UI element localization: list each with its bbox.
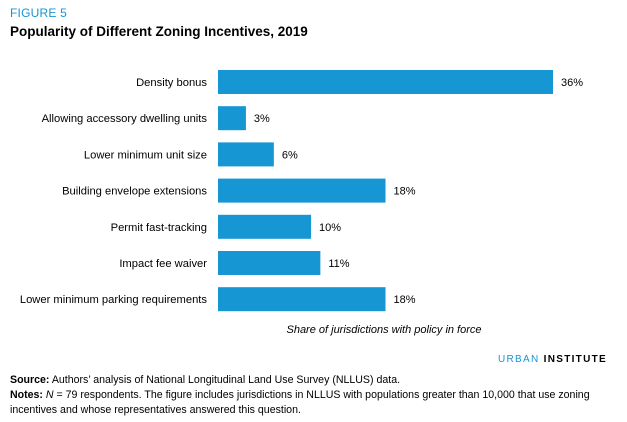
brand-part-1: URBAN (498, 354, 540, 365)
figure-label: FIGURE 5 (10, 6, 67, 20)
category-label: Impact fee waiver (119, 258, 207, 270)
x-axis-title: Share of jurisdictions with policy in fo… (286, 324, 481, 336)
bar (218, 178, 386, 203)
bar (218, 70, 553, 94)
notes-label: Notes: (10, 389, 43, 401)
notes-note: Notes: N = 79 respondents. The figure in… (10, 388, 615, 418)
value-label: 10% (319, 222, 341, 234)
bar (218, 214, 312, 239)
source-text: Authors’ analysis of National Longitudin… (51, 374, 401, 386)
bar (218, 287, 386, 312)
category-label: Building envelope extensions (62, 186, 207, 198)
category-label: Allowing accessory dwelling units (42, 113, 208, 125)
notes-text: = 79 respondents. The figure includes ju… (10, 389, 590, 416)
category-label: Permit fast-tracking (111, 222, 207, 234)
bar-chart: Density bonus 36% Allowing accessory dwell… (20, 70, 583, 336)
value-label: 6% (282, 149, 298, 161)
value-label: 11% (328, 258, 349, 270)
source-note: Source: Authors’ analysis of National Lo… (10, 373, 615, 388)
value-label: 18% (394, 294, 416, 306)
urban-institute-logo: URBAN INSTITUTE (498, 354, 607, 365)
category-label: Density bonus (136, 77, 207, 89)
bar (218, 142, 274, 167)
chart-title: Popularity of Different Zoning Incentive… (10, 24, 308, 39)
value-label: 18% (394, 186, 416, 198)
value-label: 3% (254, 113, 270, 125)
value-label: 36% (561, 77, 583, 89)
brand-part-2: INSTITUTE (543, 354, 607, 365)
bar (218, 251, 321, 275)
source-label: Source: (10, 374, 50, 386)
notes-n-symbol: N (45, 389, 54, 401)
category-label: Lower minimum unit size (84, 149, 207, 161)
notes-block: Source: Authors’ analysis of National Lo… (10, 373, 615, 418)
bar (218, 106, 246, 131)
category-label: Lower minimum parking requirements (20, 294, 208, 306)
